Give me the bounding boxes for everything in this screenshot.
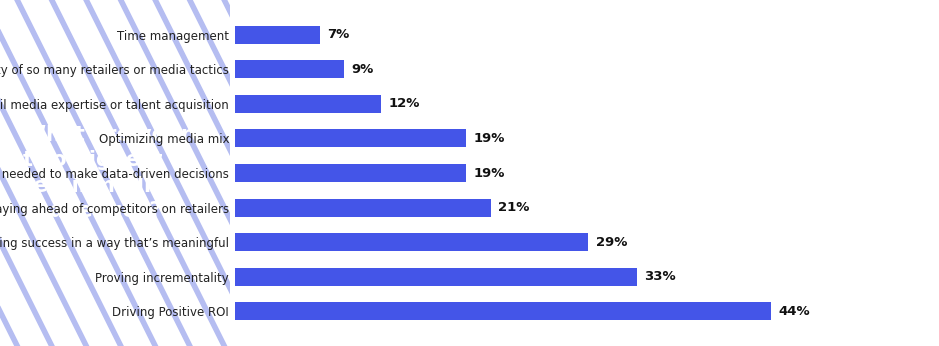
Text: What are your
two biggest
retail media
challenges?: What are your two biggest retail media c… — [23, 125, 192, 221]
Text: 9%: 9% — [352, 63, 374, 76]
Text: 21%: 21% — [498, 201, 530, 214]
Bar — [235, 268, 637, 286]
Text: 29%: 29% — [595, 236, 627, 249]
Bar — [235, 95, 381, 113]
Bar — [235, 60, 345, 78]
Bar — [235, 233, 588, 251]
Bar — [235, 164, 467, 182]
Bar — [235, 302, 771, 320]
Text: 19%: 19% — [473, 132, 505, 145]
Bar — [235, 26, 320, 44]
Bar — [235, 129, 467, 147]
Text: 7%: 7% — [328, 28, 349, 41]
Bar — [235, 199, 491, 217]
Text: 33%: 33% — [644, 270, 676, 283]
Text: 12%: 12% — [389, 97, 420, 110]
Text: 19%: 19% — [473, 166, 505, 180]
Text: 44%: 44% — [778, 305, 810, 318]
